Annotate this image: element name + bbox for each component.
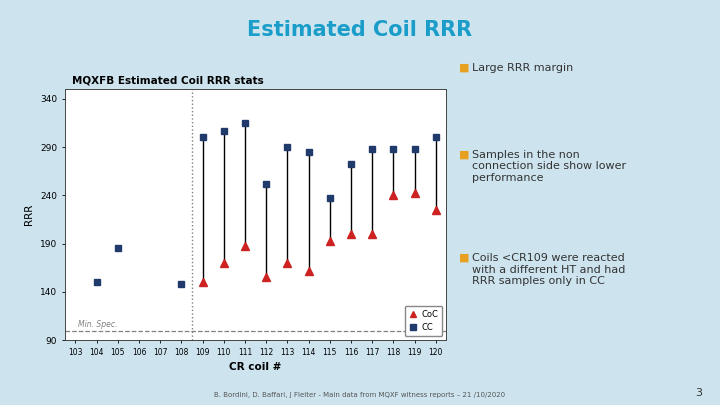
Y-axis label: RRR: RRR (24, 204, 35, 225)
Text: Min. Spec.: Min. Spec. (78, 320, 117, 329)
Text: ■: ■ (459, 150, 470, 160)
Text: ■: ■ (459, 63, 470, 73)
Text: ■: ■ (459, 253, 470, 263)
Text: Coils <CR109 were reacted
with a different HT and had
RRR samples only in CC: Coils <CR109 were reacted with a differe… (472, 253, 625, 286)
Text: Estimated Coil RRR: Estimated Coil RRR (248, 20, 472, 40)
Text: B. Bordini, D. Baffari, J Fleiter - Main data from MQXF witness reports – 21 /10: B. Bordini, D. Baffari, J Fleiter - Main… (215, 392, 505, 398)
X-axis label: CR coil #: CR coil # (230, 362, 282, 372)
Legend: CoC, CC: CoC, CC (405, 305, 442, 336)
Text: Samples in the non
connection side show lower
performance: Samples in the non connection side show … (472, 150, 626, 183)
Text: MQXFB Estimated Coil RRR stats: MQXFB Estimated Coil RRR stats (73, 76, 264, 85)
Text: 3: 3 (695, 388, 702, 398)
Text: Large RRR margin: Large RRR margin (472, 63, 573, 73)
